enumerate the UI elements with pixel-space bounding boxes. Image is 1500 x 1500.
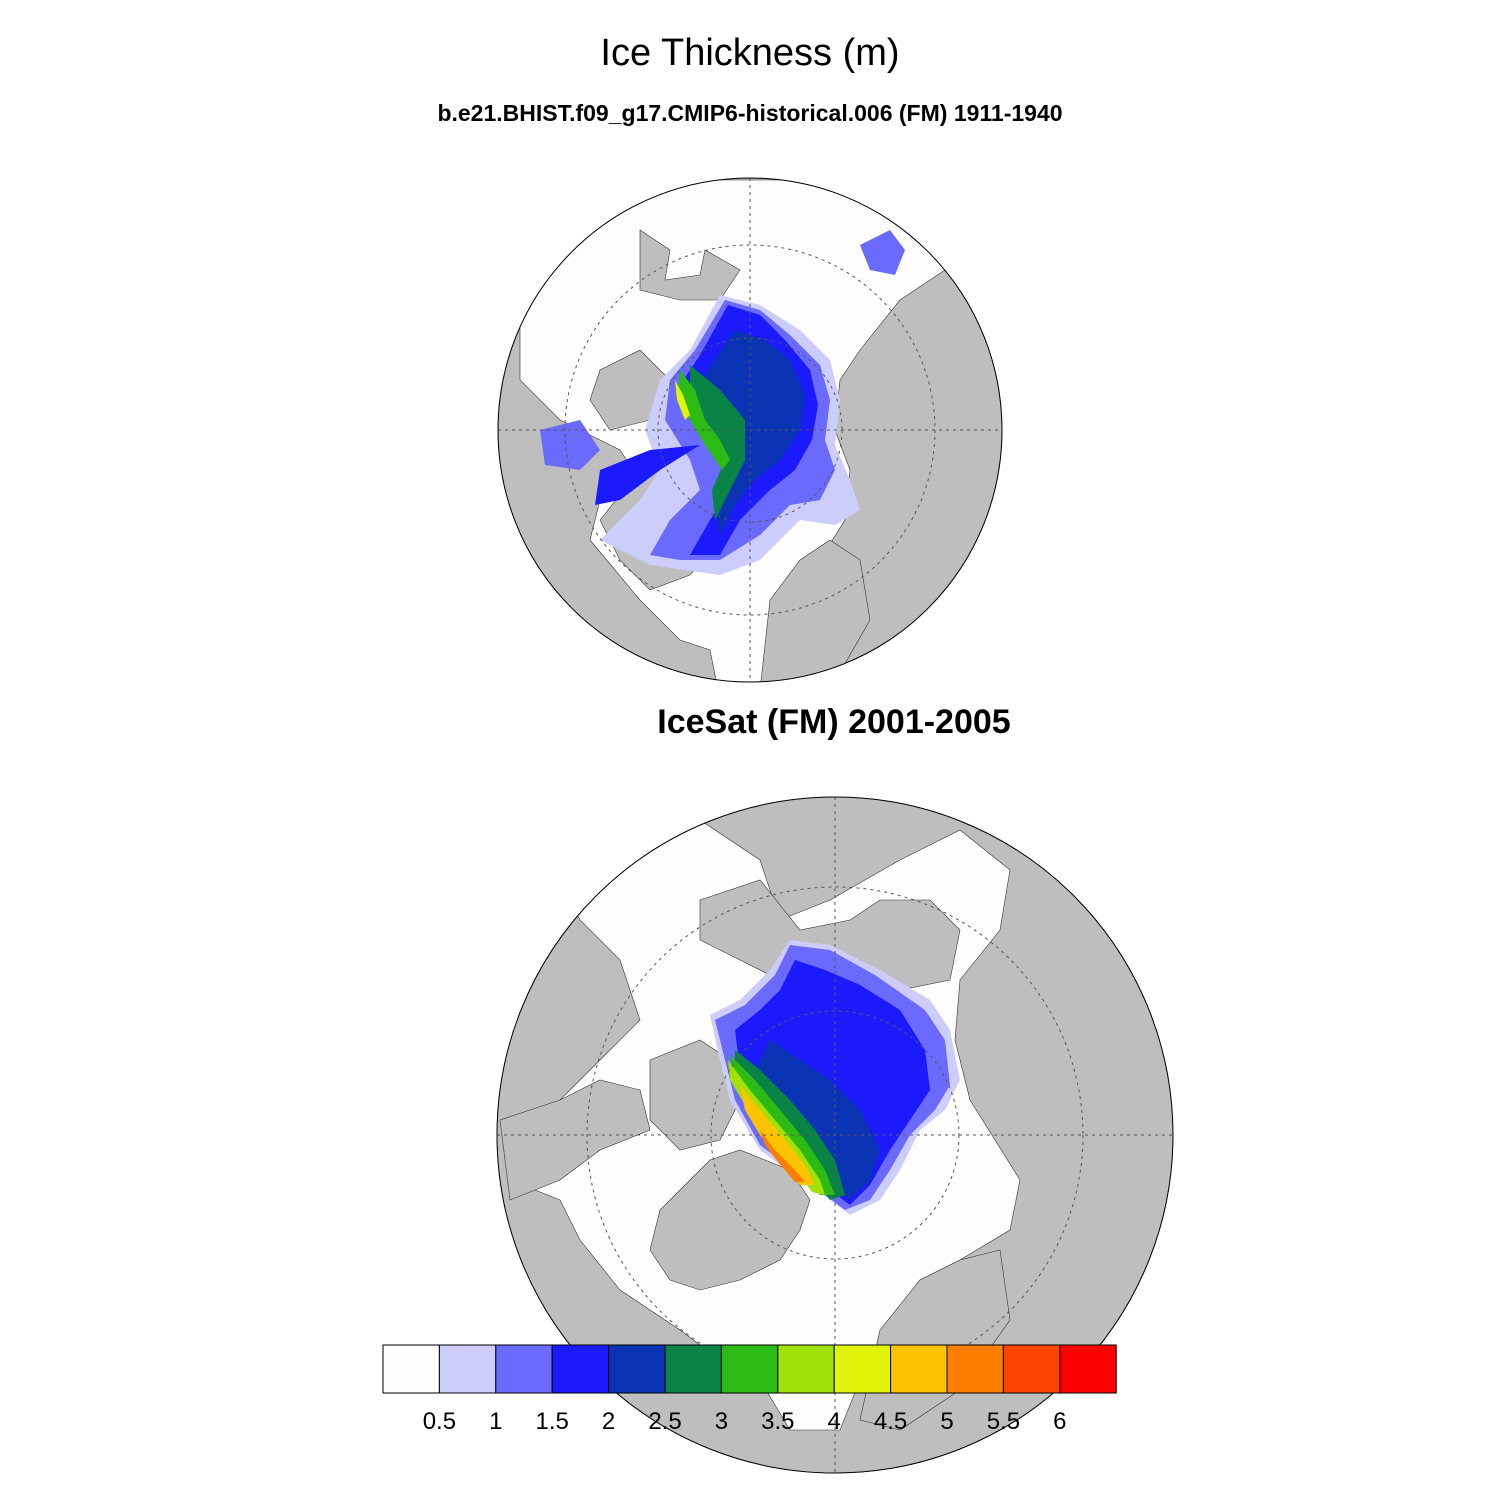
map-model-scandinavia	[759, 539, 871, 682]
colorbar-swatch	[946, 1344, 1004, 1394]
colorbar-swatch	[664, 1344, 722, 1394]
colorbar-tick-label: 0.5	[423, 1408, 456, 1435]
colorbar-tick-label: 6	[1053, 1408, 1066, 1435]
colorbar-tick-label: 2	[602, 1408, 615, 1435]
ice-model-bering	[860, 230, 905, 275]
colorbar-tick-label: 5.5	[987, 1408, 1020, 1435]
map-model-chukotka	[639, 229, 741, 301]
colorbar-tick-label: 1	[489, 1408, 502, 1435]
colorbar-swatch	[495, 1344, 553, 1394]
colorbar-swatch	[890, 1344, 948, 1394]
colorbar-tick-label: 3	[715, 1408, 728, 1435]
panel-title-icesat: IceSat (FM) 2001-2005	[657, 703, 1011, 741]
colorbar-swatch	[382, 1344, 440, 1394]
colorbar-tick-label: 5	[940, 1408, 953, 1435]
map-icesat-arctic	[496, 796, 1174, 1474]
ice-model-3-3.5m	[678, 370, 730, 470]
map-icesat-graticule	[497, 797, 1173, 1473]
colorbar-swatch	[438, 1344, 497, 1394]
map-icesat-canada	[499, 1079, 651, 1201]
colorbar-swatch	[551, 1344, 610, 1394]
map-icesat-archipelago	[649, 1039, 741, 1151]
figure-title: Ice Thickness (m)	[600, 32, 900, 74]
map-model-graticule	[498, 178, 1002, 682]
colorbar-swatch	[833, 1344, 892, 1394]
colorbar-tick-label: 4	[828, 1408, 841, 1435]
ice-icesat-3-3.5m	[730, 1055, 835, 1195]
panel-title-model: b.e21.BHIST.f09_g17.CMIP6-historical.006…	[437, 100, 1063, 126]
colorbar-swatch	[1002, 1344, 1061, 1394]
colorbar-swatch	[1059, 1344, 1117, 1394]
colorbar-swatch	[720, 1344, 779, 1394]
colorbar-swatch	[608, 1344, 666, 1394]
ice-model-4-4.5m	[675, 380, 690, 420]
map-icesat-greenland	[649, 1149, 811, 1291]
colorbar-tick-label: 2.5	[648, 1408, 681, 1435]
map-icesat-siberia	[699, 879, 961, 991]
ice-model-hudson	[540, 420, 600, 470]
colorbar-tick-label: 3.5	[761, 1408, 794, 1435]
ice-model-baffin	[595, 445, 700, 505]
colorbar-tick-label: 4.5	[874, 1408, 907, 1435]
colorbar: 0.5 1 1.5 2 2.5 3 3.5 4 4.5 5 5.5 6	[382, 1344, 1117, 1435]
colorbar-tick-label: 1.5	[536, 1408, 569, 1435]
map-model-arctic	[497, 177, 1003, 683]
map-model-outline	[497, 177, 1003, 683]
colorbar-swatch	[777, 1344, 835, 1394]
ice-icesat-2-2.5m	[755, 1040, 880, 1200]
map-icesat-outline	[496, 796, 1174, 1474]
ice-icesat-5-5.5m	[760, 1130, 805, 1182]
